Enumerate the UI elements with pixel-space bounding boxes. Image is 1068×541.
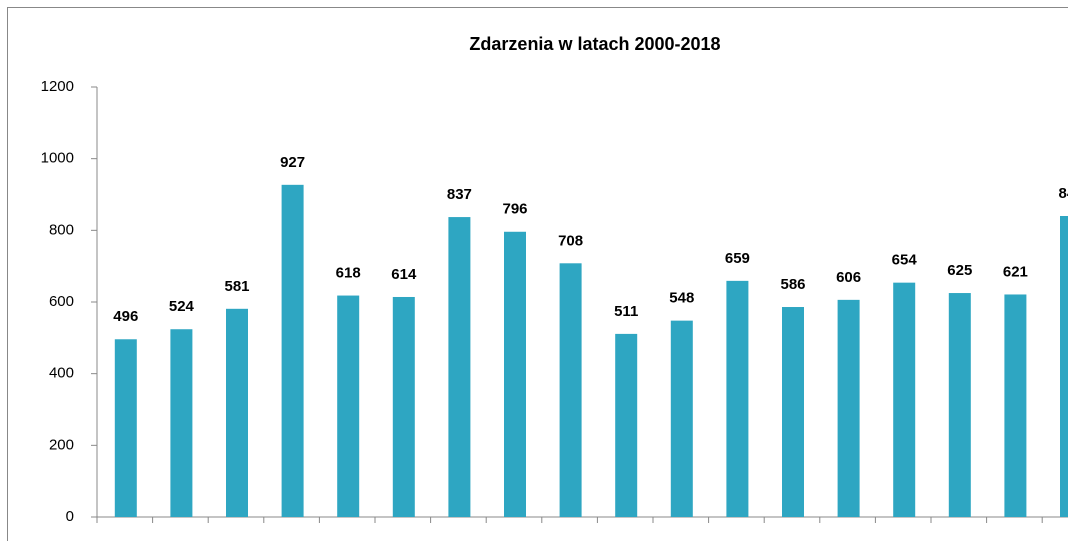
bar bbox=[782, 307, 804, 517]
bar bbox=[615, 333, 638, 517]
bar bbox=[893, 282, 916, 517]
bar bbox=[1060, 216, 1068, 517]
value-label: 524 bbox=[169, 298, 195, 315]
y-tick-label: 800 bbox=[49, 221, 74, 238]
value-label: 614 bbox=[391, 266, 417, 283]
value-label: 621 bbox=[1003, 263, 1028, 280]
value-label: 625 bbox=[947, 262, 972, 279]
chart-title: Zdarzenia w latach 2000-2018 bbox=[469, 34, 720, 54]
value-label: 837 bbox=[447, 186, 472, 203]
value-label: 654 bbox=[892, 252, 918, 269]
y-tick-label: 400 bbox=[49, 365, 74, 382]
bar bbox=[726, 280, 749, 517]
value-label: 606 bbox=[836, 269, 861, 286]
value-label: 796 bbox=[502, 201, 527, 218]
value-label: 708 bbox=[558, 232, 583, 249]
bar bbox=[504, 231, 526, 517]
y-tick-label: 1200 bbox=[41, 78, 74, 95]
value-label: 548 bbox=[669, 290, 694, 307]
value-label: 618 bbox=[336, 265, 361, 282]
bar bbox=[226, 308, 248, 517]
value-label: 581 bbox=[224, 278, 249, 295]
bar bbox=[559, 263, 582, 517]
y-tick-label: 600 bbox=[49, 293, 74, 310]
bar bbox=[1004, 294, 1027, 517]
value-label: 496 bbox=[113, 308, 138, 325]
bar bbox=[392, 296, 415, 517]
bar bbox=[114, 339, 137, 517]
bar bbox=[281, 184, 304, 517]
y-tick-label: 200 bbox=[49, 436, 74, 453]
y-tick-label: 1000 bbox=[41, 150, 74, 167]
bar bbox=[448, 217, 471, 517]
bar bbox=[337, 295, 360, 517]
bar bbox=[837, 299, 860, 517]
value-label: 511 bbox=[614, 303, 638, 320]
value-label: 586 bbox=[780, 276, 805, 293]
bar bbox=[170, 329, 193, 517]
value-label: 840 bbox=[1058, 185, 1068, 202]
value-label: 927 bbox=[280, 154, 305, 171]
bar bbox=[948, 293, 971, 517]
y-tick-label: 0 bbox=[66, 508, 74, 525]
bar bbox=[670, 320, 693, 517]
value-label: 659 bbox=[725, 250, 750, 267]
